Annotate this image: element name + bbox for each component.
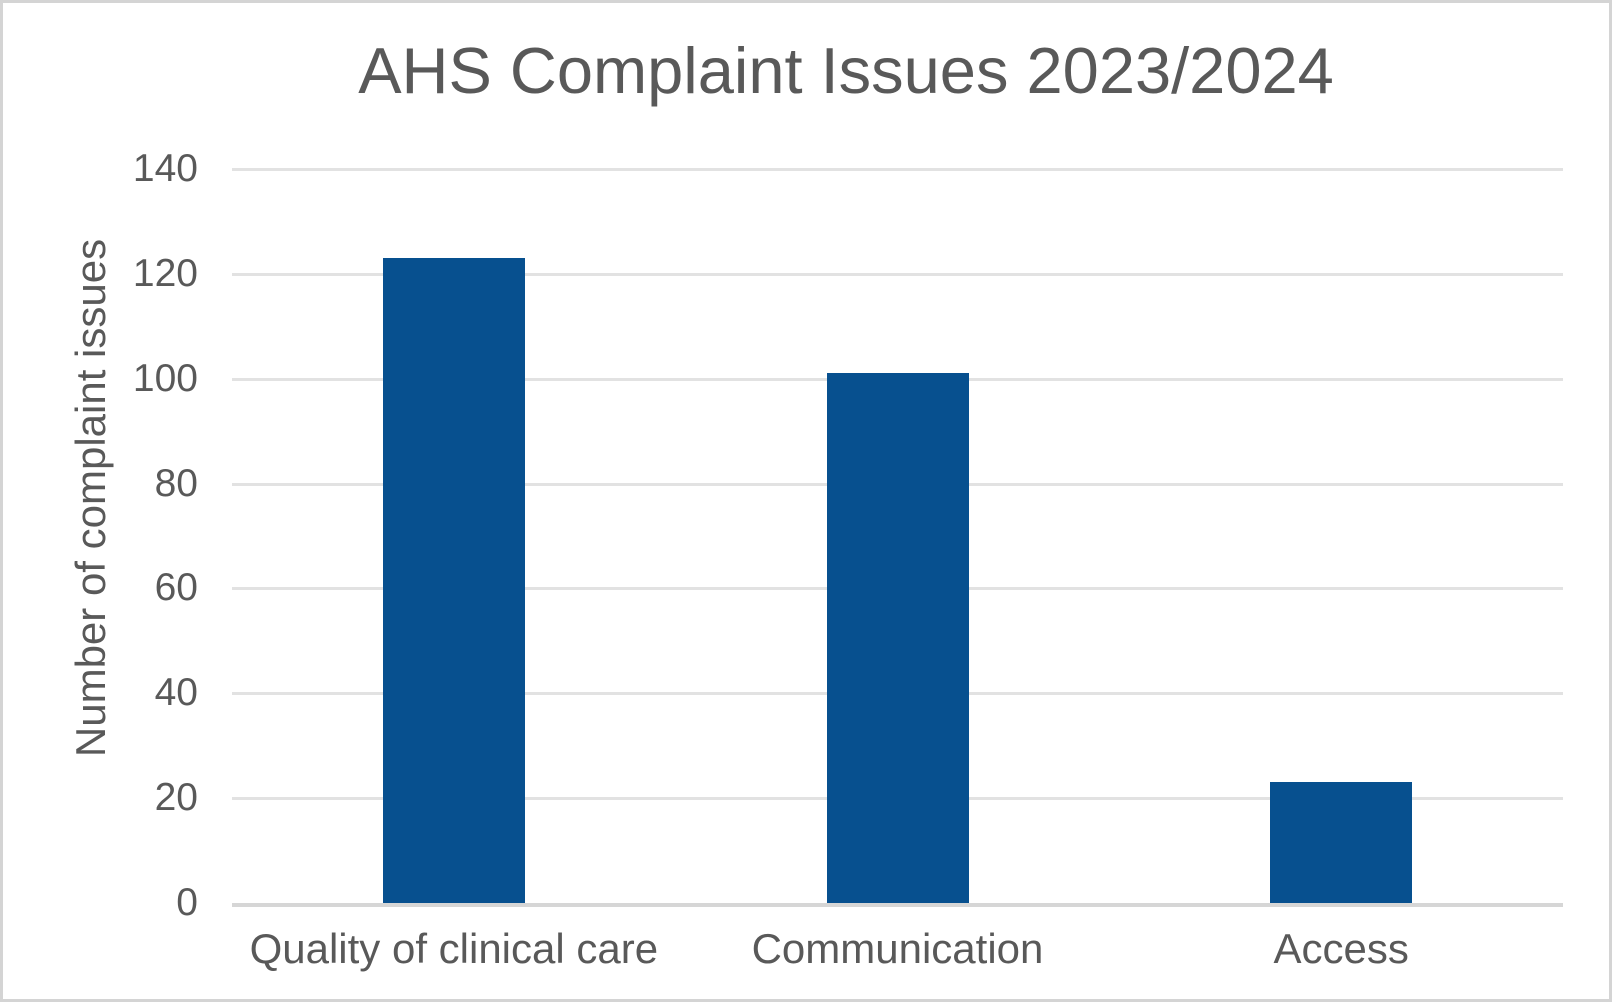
bar-access [1270,782,1413,903]
y-axis-tick-label: 140 [132,147,198,190]
gridline-120 [232,272,1563,276]
x-category-label-access: Access [1273,925,1409,972]
y-axis-tick-label: 40 [154,671,198,715]
x-category-label-quality-of-clinical-care: Quality of clinical care [249,925,659,972]
x-category-label-communication: Communication [751,925,1044,972]
plot-area [232,168,1563,907]
bar-quality-of-clinical-care [382,258,525,903]
chart-title: AHS Complaint Issues 2023/2024 [358,34,1334,107]
y-axis-tick-label: 120 [132,251,198,295]
y-axis-tick-label: 60 [154,566,198,610]
y-axis-tick-label: 0 [176,881,198,924]
y-axis-tick-label: 80 [154,461,198,505]
bar-communication [826,373,969,903]
y-axis-tick-label: 100 [132,356,198,400]
gridline-140 [232,168,1563,171]
y-axis-tick-label: 20 [154,776,198,820]
